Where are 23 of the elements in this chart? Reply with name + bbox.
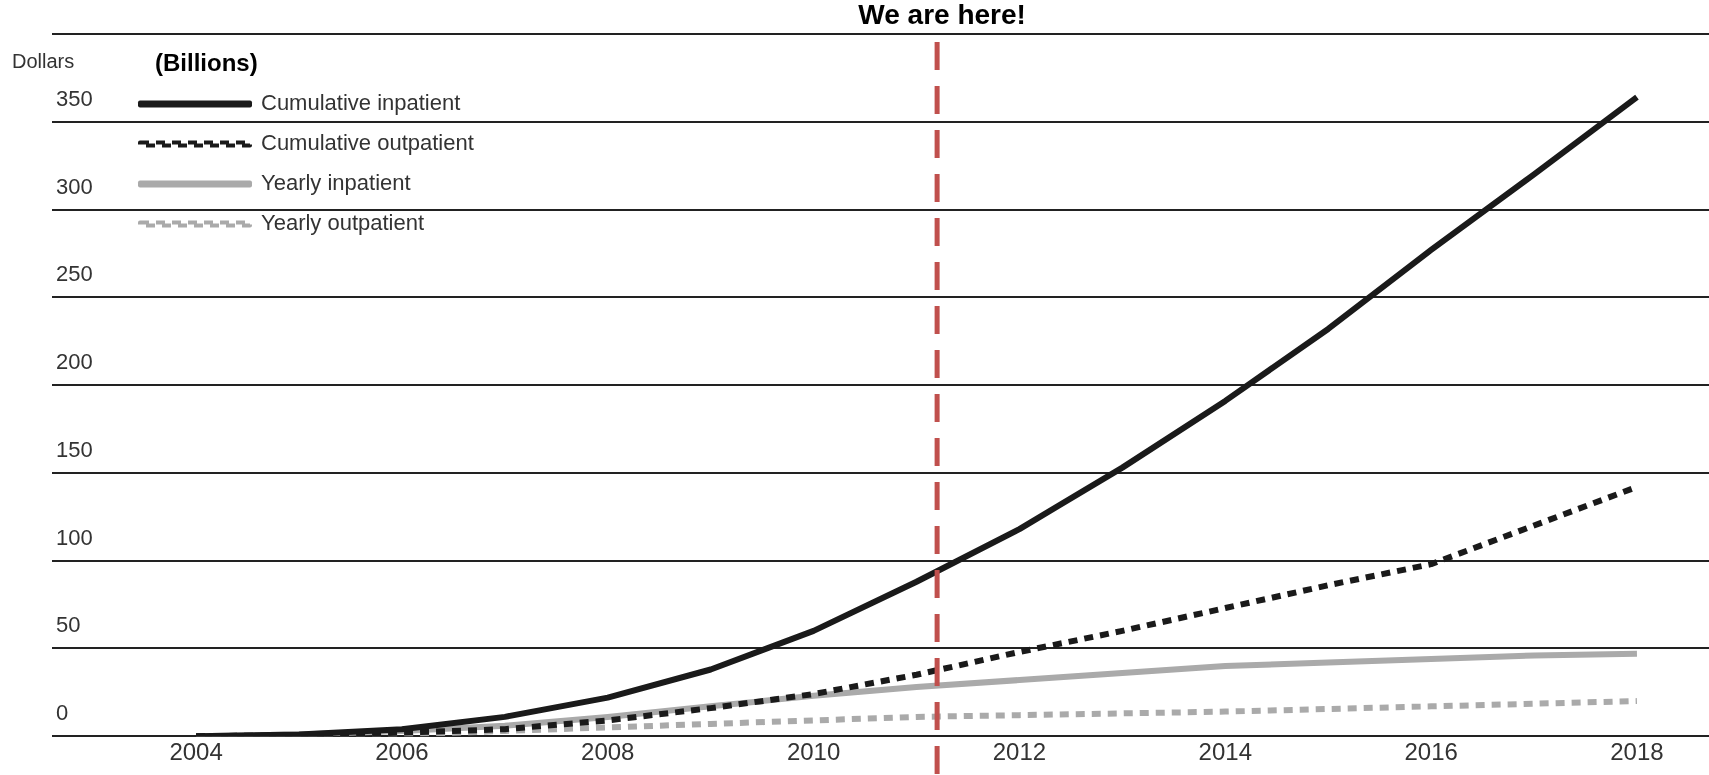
y-tick-label: 50	[56, 612, 81, 638]
y-tick-label: 250	[56, 261, 93, 287]
y-tick-label: 300	[56, 173, 93, 199]
legend-label: Cumulative inpatient	[261, 90, 461, 116]
legend-label: Yearly inpatient	[261, 170, 411, 196]
annotation: (Billions)	[155, 48, 258, 76]
x-tick-label: 2018	[1610, 738, 1664, 766]
x-tick-label: 2004	[169, 738, 223, 766]
y-tick-label: 150	[56, 436, 93, 462]
x-tick-label: 2006	[375, 738, 429, 766]
legend-label: Cumulative outpatient	[261, 130, 474, 156]
x-tick-label: 2010	[786, 738, 841, 766]
y-tick-label: 100	[56, 524, 93, 550]
x-tick-label: 2014	[1198, 738, 1252, 766]
y-tick-label: 200	[56, 349, 93, 375]
y-axis-title: Dollars	[12, 49, 75, 72]
x-tick-label: 2016	[1404, 738, 1458, 766]
x-tick-label: 2008	[581, 738, 635, 766]
y-tick-label: 0	[56, 700, 69, 726]
ref-line-label: We are here!	[858, 0, 1026, 30]
legend-label: Yearly outpatient	[261, 210, 425, 236]
x-tick-label: 2012	[992, 738, 1047, 766]
y-tick-label: 350	[56, 85, 93, 111]
